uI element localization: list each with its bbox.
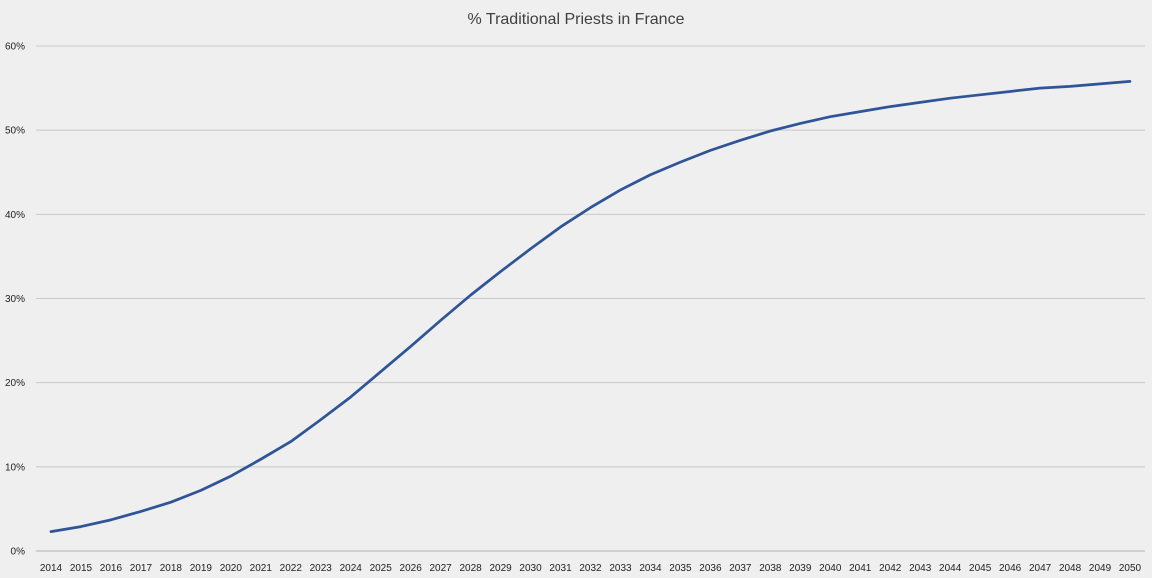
data-point — [78, 524, 84, 530]
x-tick-label: 2021 — [250, 563, 273, 574]
x-tick-label: 2027 — [430, 563, 453, 574]
data-point — [797, 120, 803, 126]
data-point — [917, 99, 923, 105]
series-line — [49, 79, 1132, 534]
data-point — [887, 104, 893, 110]
y-tick-label: 50% — [5, 126, 25, 137]
x-tick-label: 2031 — [549, 563, 572, 574]
data-point — [438, 317, 444, 323]
data-point — [707, 147, 713, 153]
x-tick-label: 2041 — [849, 563, 872, 574]
x-tick-label: 2024 — [340, 563, 363, 574]
data-point — [1097, 81, 1103, 87]
data-point — [288, 439, 294, 445]
x-tick-label: 2015 — [70, 563, 93, 574]
x-tick-label: 2022 — [280, 563, 303, 574]
data-point — [857, 109, 863, 115]
data-point — [977, 92, 983, 98]
data-point — [1037, 85, 1043, 91]
x-tick-label: 2040 — [819, 563, 842, 574]
data-point — [588, 205, 594, 211]
x-tick-label: 2037 — [729, 563, 752, 574]
data-point — [138, 508, 144, 514]
data-point — [827, 114, 833, 120]
x-tick-label: 2036 — [699, 563, 722, 574]
y-tick-label: 40% — [5, 210, 25, 221]
x-tick-label: 2050 — [1119, 563, 1142, 574]
x-tick-label: 2047 — [1029, 563, 1052, 574]
data-point — [1007, 88, 1013, 94]
x-axis-ticks: 2014 2015 2016 2017 2018 2019 2020 2021 2022 2023… — [40, 563, 1142, 574]
x-tick-label: 2048 — [1059, 563, 1082, 574]
x-tick-label: 2030 — [519, 563, 542, 574]
x-tick-label: 2038 — [759, 563, 782, 574]
x-tick-label: 2018 — [160, 563, 183, 574]
data-point — [498, 269, 504, 275]
data-point — [408, 343, 414, 349]
x-tick-label: 2034 — [639, 563, 662, 574]
data-point — [228, 473, 234, 479]
x-tick-label: 2035 — [669, 563, 692, 574]
x-tick-label: 2029 — [489, 563, 512, 574]
x-tick-label: 2019 — [190, 563, 213, 574]
y-tick-label: 0% — [11, 547, 26, 558]
x-tick-label: 2032 — [579, 563, 602, 574]
x-tick-label: 2023 — [310, 563, 333, 574]
data-point — [168, 499, 174, 505]
data-point — [1067, 83, 1073, 89]
data-point — [48, 529, 54, 535]
data-point — [198, 487, 204, 493]
gridlines — [36, 45, 1145, 552]
series-layer — [48, 78, 1133, 535]
y-tick-label: 10% — [5, 462, 25, 473]
data-point — [378, 369, 384, 375]
x-tick-label: 2043 — [909, 563, 932, 574]
data-point — [737, 137, 743, 143]
data-point — [108, 517, 114, 523]
x-tick-label: 2026 — [400, 563, 423, 574]
x-tick-label: 2028 — [459, 563, 482, 574]
x-tick-label: 2014 — [40, 563, 63, 574]
data-point — [677, 159, 683, 165]
x-tick-label: 2039 — [789, 563, 812, 574]
x-tick-label: 2042 — [879, 563, 902, 574]
x-tick-label: 2017 — [130, 563, 153, 574]
x-tick-label: 2020 — [220, 563, 243, 574]
data-point — [947, 95, 953, 101]
y-tick-label: 60% — [5, 42, 25, 53]
data-point — [617, 187, 623, 193]
y-tick-label: 30% — [5, 294, 25, 305]
data-point — [767, 128, 773, 134]
x-tick-label: 2049 — [1089, 563, 1112, 574]
y-axis-ticks: 0% 10% 20% 30% 40% 50% 60% — [5, 42, 25, 558]
x-tick-label: 2016 — [100, 563, 123, 574]
data-point — [468, 292, 474, 298]
data-point — [647, 172, 653, 178]
x-tick-label: 2044 — [939, 563, 962, 574]
x-tick-label: 2025 — [370, 563, 393, 574]
x-tick-label: 2046 — [999, 563, 1022, 574]
y-tick-label: 20% — [5, 378, 25, 389]
x-tick-label: 2045 — [969, 563, 992, 574]
data-point — [528, 246, 534, 252]
data-point — [318, 417, 324, 423]
data-point — [558, 224, 564, 230]
chart-title: % Traditional Priests in France — [468, 11, 685, 28]
x-tick-label: 2033 — [609, 563, 632, 574]
data-point — [258, 456, 264, 462]
data-point — [348, 394, 354, 400]
data-point — [1127, 78, 1133, 84]
